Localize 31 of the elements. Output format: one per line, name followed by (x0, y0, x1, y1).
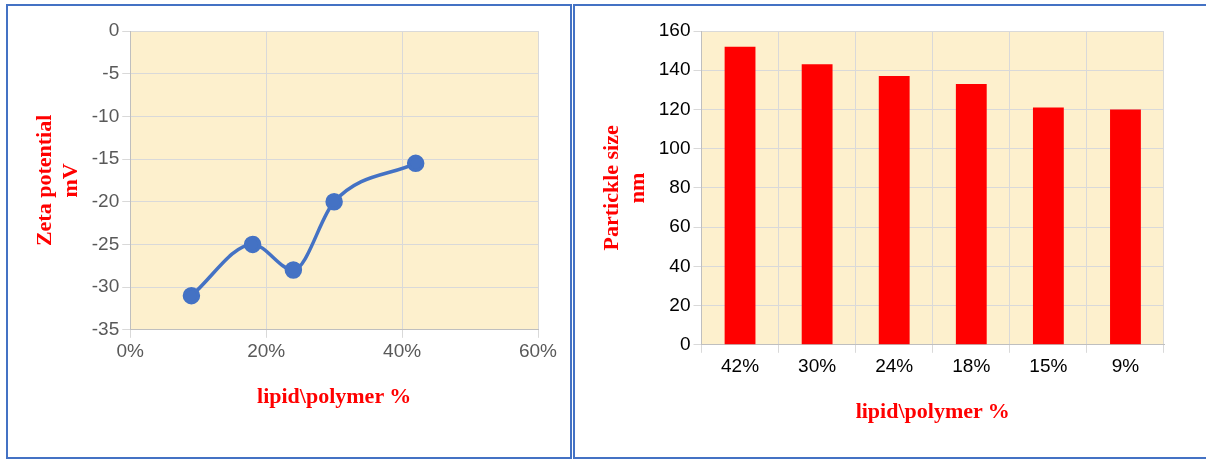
y-tick-label: 80 (669, 176, 691, 198)
y-tick-label: -5 (102, 61, 120, 83)
y-tick-label: -20 (91, 189, 120, 211)
y-tick-label: 60 (669, 215, 691, 237)
y-tick-label: 120 (658, 97, 691, 119)
x-tick-label: 20% (247, 340, 286, 362)
y-tick-label: -30 (91, 275, 120, 297)
x-tick-label: 15% (1029, 355, 1068, 377)
y-tick-label: 100 (658, 136, 691, 158)
x-tick-label: 0% (116, 340, 145, 362)
y-tick-label: 0 (108, 19, 120, 41)
x-tick-label: 24% (875, 355, 914, 377)
x-tick-label: 30% (798, 355, 837, 377)
y-tick-label: 20 (669, 293, 691, 315)
y-axis-title: Zeta potential mV (30, 114, 83, 247)
x-tick-label: 18% (952, 355, 991, 377)
y-tick-label: -35 (91, 318, 120, 340)
x-tick-label: 42% (721, 355, 760, 377)
y-tick-label: -25 (91, 232, 120, 254)
y-tick-label: 0 (679, 333, 691, 355)
x-tick-label: 40% (383, 340, 422, 362)
y-axis-title: Partickle size nm (597, 125, 650, 251)
y-tick-label: 160 (658, 19, 691, 41)
y-tick-label: -15 (91, 147, 120, 169)
x-tick-label: 9% (1111, 355, 1140, 377)
y-tick-label: 140 (658, 58, 691, 80)
x-tick-label: 60% (518, 340, 558, 362)
y-tick-label: -10 (91, 104, 120, 126)
y-tick-label: 40 (669, 254, 691, 276)
x-axis-title: lipid\polymer % (257, 383, 412, 409)
x-axis-title: lipid\polymer % (855, 398, 1010, 424)
